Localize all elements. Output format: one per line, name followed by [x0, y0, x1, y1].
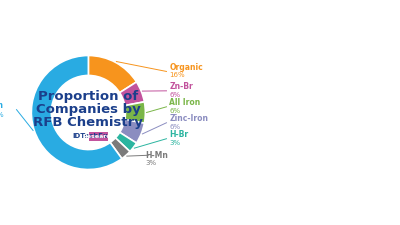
Text: Zn-Br: Zn-Br [169, 82, 193, 91]
Wedge shape [120, 119, 144, 143]
Text: IDTechEx: IDTechEx [72, 133, 108, 140]
Wedge shape [110, 138, 130, 159]
Wedge shape [31, 56, 122, 169]
Text: 6%: 6% [169, 108, 180, 114]
Text: All Iron: All Iron [169, 98, 200, 107]
Text: Research: Research [82, 134, 115, 139]
Text: 16%: 16% [169, 72, 185, 79]
Text: 60%: 60% [0, 112, 4, 118]
Text: H-Br: H-Br [169, 130, 188, 139]
FancyBboxPatch shape [89, 132, 108, 141]
Wedge shape [115, 132, 136, 151]
Text: 3%: 3% [169, 140, 180, 146]
Wedge shape [88, 56, 136, 93]
Text: H-Mn: H-Mn [145, 151, 168, 160]
Text: Vanadium: Vanadium [0, 101, 4, 110]
Text: Proportion of: Proportion of [38, 90, 138, 103]
Text: Zinc-Iron: Zinc-Iron [169, 114, 208, 123]
Text: 6%: 6% [169, 92, 180, 98]
Text: RFB Chemistry: RFB Chemistry [34, 116, 143, 129]
Wedge shape [125, 102, 145, 123]
Wedge shape [120, 82, 144, 106]
Text: 3%: 3% [145, 160, 156, 166]
Text: Companies by: Companies by [36, 103, 141, 116]
Text: 6%: 6% [169, 124, 180, 130]
Text: Organic: Organic [169, 63, 203, 72]
